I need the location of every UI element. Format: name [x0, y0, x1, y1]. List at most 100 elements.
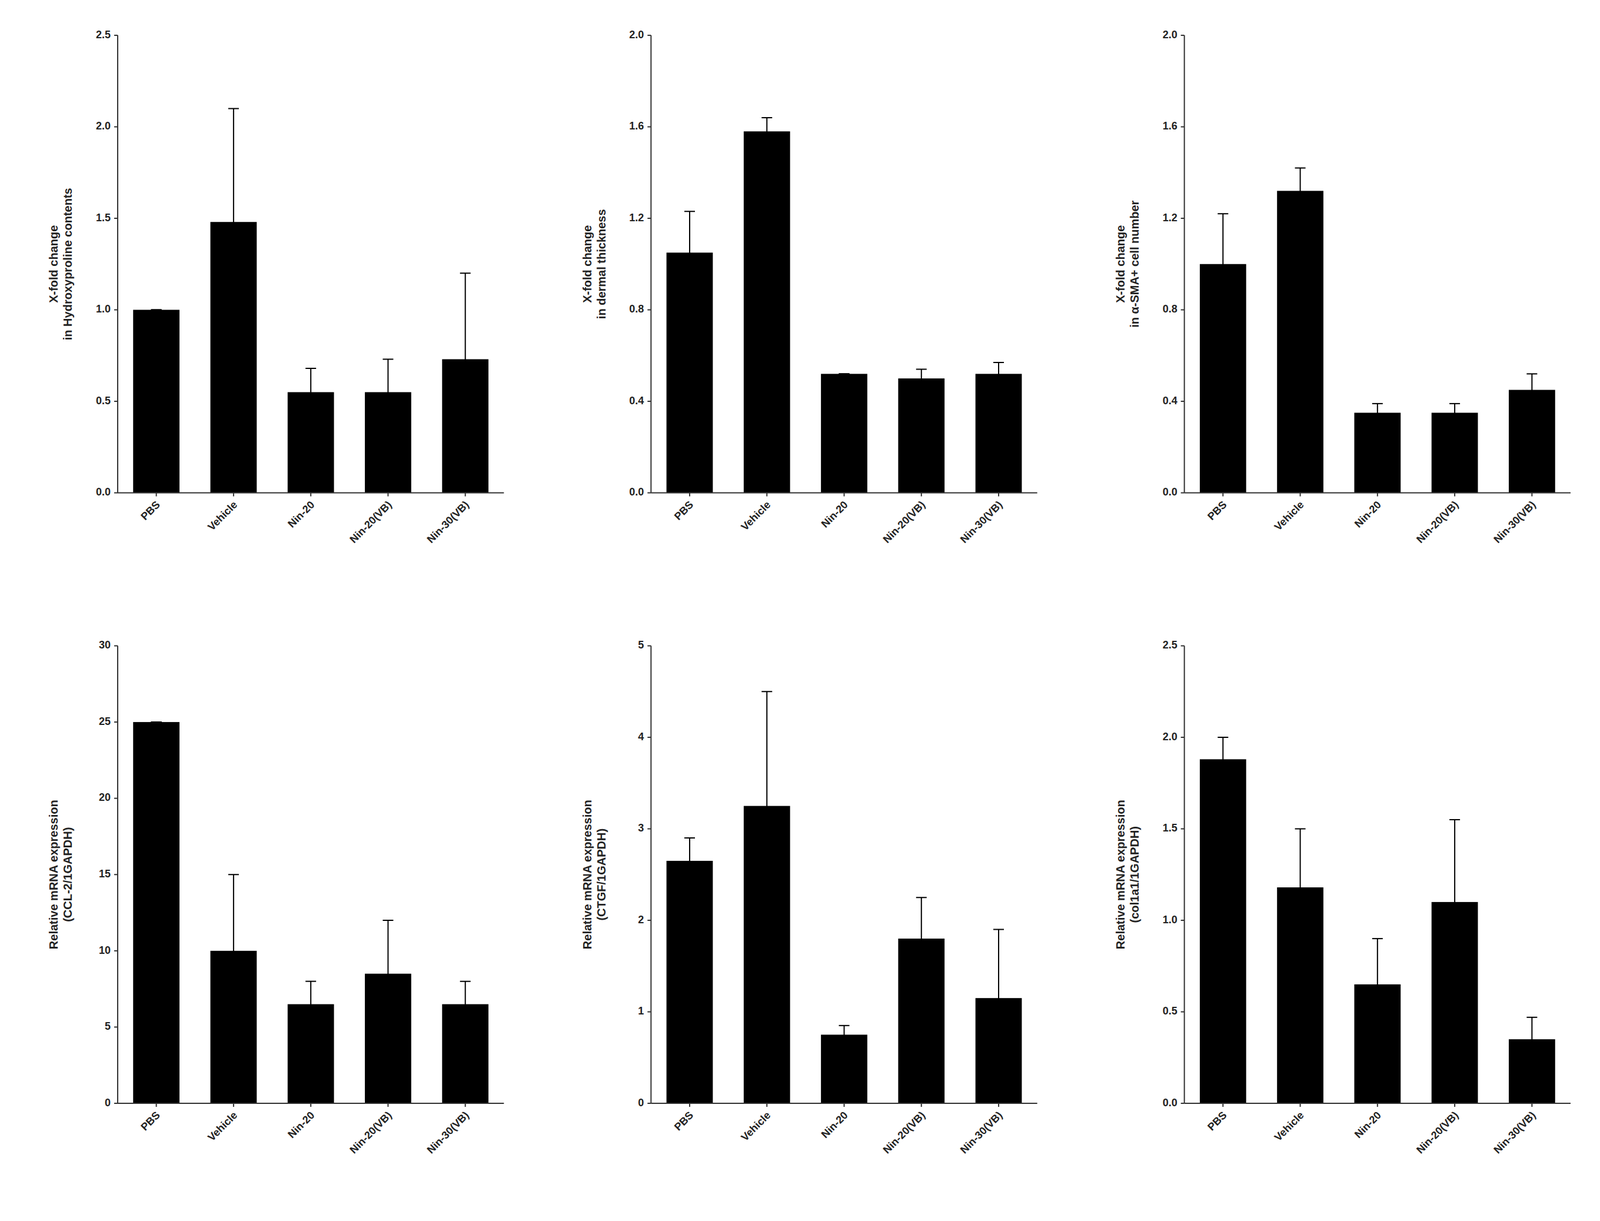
y-axis-label-line: X-fold change — [580, 225, 594, 304]
y-tick-label: 1.5 — [1162, 822, 1178, 834]
error-line — [843, 1025, 846, 1044]
y-tick-label: 20 — [98, 791, 111, 804]
x-tick-label: Nin-20 — [1352, 1109, 1384, 1141]
x-tick — [464, 1103, 467, 1107]
x-tick-label: Nin-20 — [285, 499, 317, 531]
error-cap — [993, 384, 1004, 387]
x-tick-label: PBS — [1205, 1109, 1229, 1133]
error-bar — [305, 981, 316, 1028]
bar — [666, 860, 714, 1104]
y-tick-label: 0 — [104, 1096, 111, 1109]
y-axis-label: Relative mRNA expression(CTGF/1GAPDH) — [580, 799, 608, 950]
plot-area — [666, 117, 1023, 494]
x-tick-label: PBS — [1205, 499, 1229, 523]
x-tick-label: Nin-30(VB) — [424, 499, 472, 546]
error-cap — [1295, 945, 1306, 947]
error-cap — [382, 358, 394, 360]
error-bar — [1295, 167, 1306, 214]
error-line — [1531, 373, 1533, 406]
error-line — [920, 369, 923, 388]
error-bar — [993, 362, 1004, 386]
error-cap — [228, 873, 239, 876]
error-cap — [1449, 819, 1460, 821]
error-line — [233, 874, 235, 1027]
error-line — [1454, 819, 1456, 985]
y-tick — [647, 400, 651, 402]
error-bar — [382, 358, 394, 425]
error-cap — [1372, 403, 1383, 405]
y-axis-line — [1183, 35, 1186, 494]
bar — [1431, 412, 1479, 493]
error-cap — [460, 1026, 471, 1028]
x-tick-label: Nin-30(VB) — [957, 499, 1005, 546]
y-axis-label: X-fold changein dermal thickness — [580, 208, 608, 319]
error-cap — [993, 1066, 1004, 1068]
y-tick — [114, 1026, 118, 1028]
error-bar — [382, 920, 394, 1027]
x-tick-label: Nin-30(VB) — [1491, 499, 1538, 546]
panel: 0.00.40.81.21.62.0PBSVehicleNin-20Nin-20… — [580, 28, 1038, 546]
error-bar — [1217, 737, 1229, 782]
y-axis-label-line: Relative mRNA expression — [1113, 799, 1127, 950]
y-axis-line — [1183, 646, 1186, 1104]
error-bar — [839, 373, 850, 375]
y-tick — [647, 309, 651, 311]
error-cap — [382, 919, 394, 921]
error-cap — [305, 367, 316, 369]
x-tick — [920, 493, 923, 497]
y-tick — [647, 126, 651, 128]
bar — [1508, 390, 1556, 494]
error-bar — [151, 309, 162, 311]
panel: 012345PBSVehicleNin-20Nin-20(VB)Nin-30(V… — [580, 639, 1038, 1156]
y-tick — [1181, 828, 1185, 830]
y-tick-label: 1.2 — [629, 211, 644, 224]
y-tick — [647, 736, 651, 738]
error-bar — [1449, 403, 1460, 422]
x-tick — [387, 1103, 389, 1107]
error-cap — [1372, 421, 1383, 423]
y-tick — [647, 34, 651, 36]
error-cap — [1449, 421, 1460, 423]
error-bar — [1526, 373, 1538, 406]
bar — [1354, 412, 1401, 493]
x-tick-label: PBS — [138, 499, 163, 523]
y-tick-label: 30 — [98, 639, 111, 651]
y-tick-label: 1 — [637, 1005, 644, 1017]
x-tick — [1454, 493, 1456, 497]
y-tick-label: 0.4 — [629, 394, 644, 407]
error-bar — [1372, 403, 1383, 422]
y-tick-label: 3 — [637, 822, 644, 834]
panel: 0.00.40.81.21.62.0PBSVehicleNin-20Nin-20… — [1113, 28, 1571, 546]
y-axis-line — [650, 35, 652, 494]
y-tick — [114, 400, 118, 402]
y-axis-label-line: in α-SMA+ cell number — [1128, 200, 1142, 328]
x-tick-label: PBS — [672, 499, 696, 523]
figure: 0.00.51.01.52.02.5PBSVehicleNin-20Nin-20… — [0, 0, 1600, 1221]
y-tick — [114, 721, 118, 723]
bar — [820, 373, 868, 493]
y-tick-label: 25 — [98, 715, 111, 728]
x-tick-label: Nin-20 — [1352, 499, 1384, 531]
error-line — [1454, 403, 1456, 422]
error-cap — [839, 1025, 850, 1027]
error-cap — [684, 293, 695, 295]
y-axis-label-line: in Hydroxyproline contents — [61, 187, 75, 341]
x-tick-label: Nin-20 — [819, 1109, 851, 1141]
x-tick-label: Nin-30(VB) — [957, 1109, 1005, 1156]
error-line — [310, 981, 312, 1028]
x-tick — [843, 1103, 846, 1107]
error-line — [1222, 213, 1224, 315]
y-tick — [114, 309, 118, 311]
plot-area — [1199, 737, 1556, 1104]
y-tick — [1181, 645, 1185, 647]
error-line — [464, 981, 467, 1028]
plot-area — [132, 108, 489, 493]
error-cap — [684, 883, 695, 885]
y-tick — [114, 797, 118, 800]
x-tick — [689, 493, 691, 497]
x-tick-label: Nin-20(VB) — [347, 1109, 394, 1156]
x-tick — [1299, 1103, 1302, 1107]
x-tick — [1376, 1103, 1379, 1107]
x-tick — [310, 1103, 312, 1107]
error-bar — [1295, 829, 1306, 947]
